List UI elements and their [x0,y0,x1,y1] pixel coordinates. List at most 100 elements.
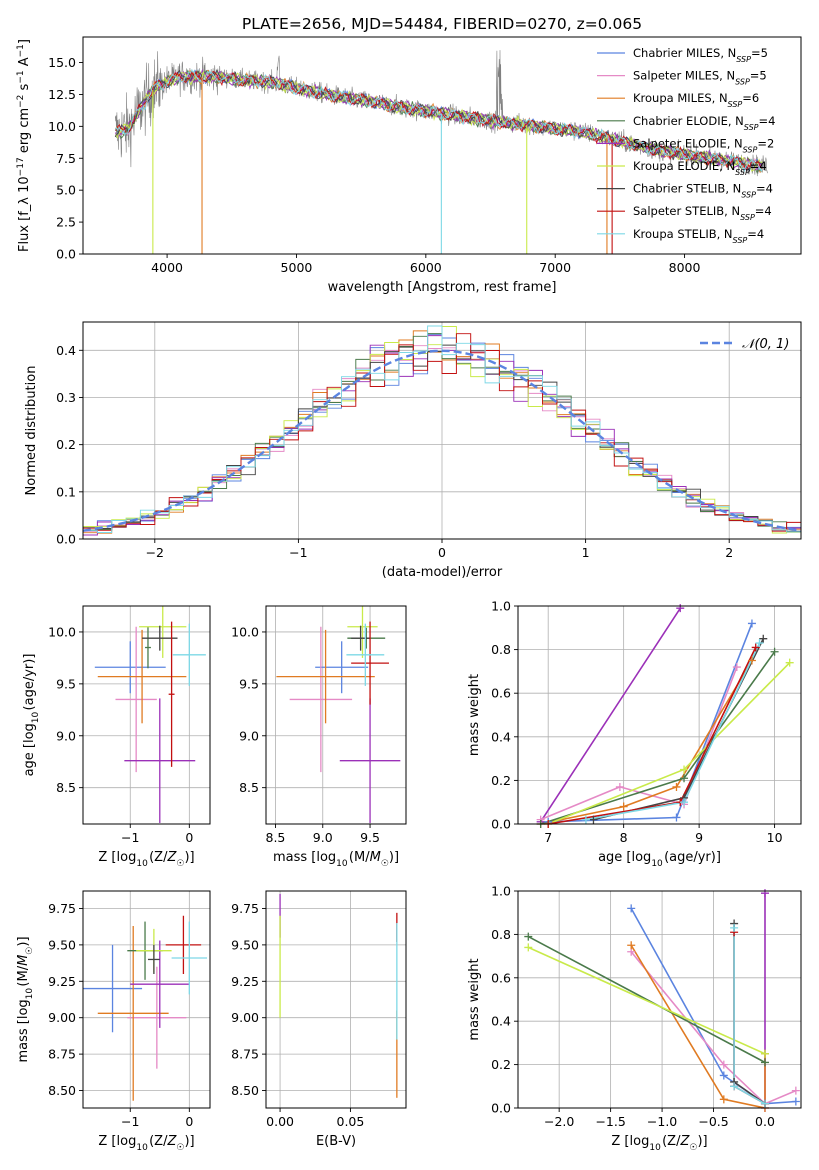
y-tick-label: 7.5 [56,151,76,166]
legend-count: =5 [751,46,768,60]
x-tick-label: 9.0 [313,830,333,845]
label-part: 10 [136,859,148,869]
x-tick-label: −1 [289,545,307,560]
histogram-kroupa-stelib [83,325,801,539]
y-tick-label: 9.50 [231,937,259,952]
x-axis-label: Z [log10 (Z/Z☉)] [98,850,194,869]
label-part: (M/ [16,965,31,986]
x-tick-label: 8.5 [266,830,286,845]
axes-frame [517,605,802,825]
x-tick-label: 0.00 [266,1114,294,1129]
axes-frame [82,890,211,1109]
label-part: ☉ [381,859,389,869]
y-tick-label: 8.75 [48,1047,76,1062]
legend-entry: Salpeter STELIB, NSSP=4 [633,204,772,222]
label-part: )] [16,936,31,946]
weight-marker [760,1058,769,1067]
weight-line-chabrier-elodie [527,935,766,1064]
legend-count: =4 [755,204,772,218]
plot-area-age-vs-mass [276,606,401,823]
label-part: )] [184,850,194,865]
weight-marker [524,943,533,952]
legend-text: Kroupa MILES, N [633,91,728,105]
label-part: Normed distribution [24,366,39,496]
legend-text: Salpeter ELODIE, N [633,136,743,150]
label-part: Z [ [98,1134,116,1149]
y-tick-label: 15.0 [48,55,76,70]
y-tick-label: 0.8 [491,642,511,657]
label-part: (age/yr)] [22,654,37,711]
y-axis-label: Normed distribution [24,366,39,496]
weight-marker [791,1086,800,1095]
y-tick-label: 0.2 [491,773,511,788]
y-tick-label: 2.5 [56,215,76,230]
label-part: −1 [16,44,26,57]
label-part: (data-model)/error [382,565,503,580]
legend-count: =4 [759,114,776,128]
weight-marker [581,815,590,824]
x-axis-label: E(B-V) [316,1134,356,1149]
label-part: log [316,850,336,865]
weight-marker [759,634,768,643]
y-tick-label: 8.50 [48,1083,76,1098]
label-part: Z [ [98,850,116,865]
label-part: log [22,723,37,743]
label-part: Flux [f_λ [17,193,32,252]
x-tick-label: 9 [695,830,703,845]
label-part: age [ [598,850,631,865]
spectrum-model-kroupa-stelib [114,68,763,173]
label-part: Z [166,850,177,865]
x-tick-label: 0 [185,830,193,845]
legend-entry: Salpeter ELODIE, NSSP=2 [633,136,774,154]
legend-entry: Kroupa ELODIE, NSSP=4 [633,159,767,177]
weight-marker [719,1060,728,1069]
plot-area-spectrum [114,50,768,254]
legend-count: =2 [757,136,774,150]
weight-line-kroupa-elodie [527,946,766,1055]
plot-area-age-vs-Z [94,606,206,823]
weight-marker [751,643,760,652]
label-part: mass weight [467,958,482,1040]
label-part: −2 [16,95,26,108]
x-axis-label: Z [log10 (Z/Z☉)] [98,1134,194,1153]
axes-frame [82,321,802,540]
y-tick-label: 8.5 [56,780,76,795]
legend-entry: Chabrier ELODIE, NSSP=4 [633,114,775,132]
plot-area-mass-vs-Z [83,915,208,1101]
label-part: )] [184,1134,194,1149]
legend-entry: Kroupa STELIB, NSSP=4 [633,227,764,245]
weight-marker [589,815,598,824]
spectrum-model-salpeter-elodie [114,68,763,171]
label-part: log [631,850,651,865]
legend-count: =5 [750,69,767,83]
y-tick-label: 8.75 [231,1047,259,1062]
weight-marker [719,1071,728,1080]
label-part: 10 [17,176,32,193]
label-part: )] [697,1134,707,1149]
y-tick-label: 9.5 [56,676,76,691]
y-tick-label: 9.0 [56,728,76,743]
label-part: A [17,57,32,70]
x-tick-label: 6000 [410,260,442,275]
axes-frame [82,36,802,255]
label-part: mass [ [16,1019,31,1062]
label-part: log [117,1134,137,1149]
weight-marker [627,941,636,950]
y-tick-label: 9.5 [239,676,259,691]
x-tick-label: 0.0 [755,1114,775,1129]
y-tick-label: 9.75 [231,901,259,916]
label-part: s [17,83,32,94]
legend-text: Chabrier ELODIE, N [633,114,744,128]
y-tick-label: 8.5 [239,780,259,795]
y-tick-label: 0.8 [491,927,511,942]
y-tick-label: 10.0 [48,119,76,134]
x-tick-label: 1 [582,545,590,560]
x-tick-label: 2 [725,545,733,560]
weight-marker [770,647,779,656]
panel-weight-vs-Z: −2.0 −1.5 −1.0 −0.5 0.0 0.0 0.2 0.4 0.6 0.8 1.0 Z [… [467,884,802,1153]
label-part: ☉ [176,1143,184,1153]
label-part: ☉ [176,859,184,869]
y-tick-label: 9.00 [231,1010,259,1025]
weight-marker [627,904,636,913]
